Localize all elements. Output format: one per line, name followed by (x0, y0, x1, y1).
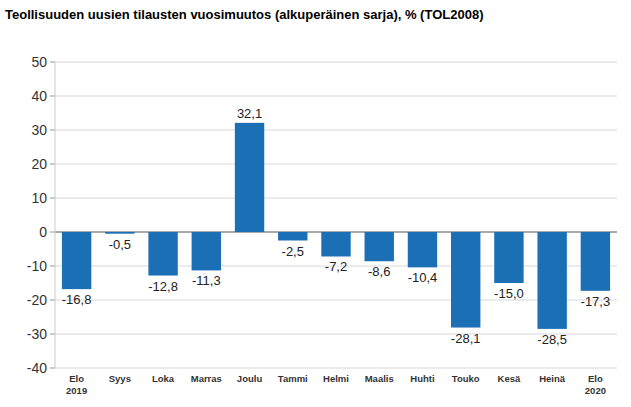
category-label-line: Helmi (323, 373, 349, 384)
tick-mark (50, 266, 55, 267)
data-label: -11,3 (192, 273, 221, 288)
grid-line (55, 198, 617, 199)
data-label: -8,6 (368, 264, 390, 279)
data-label: -12,8 (148, 279, 178, 294)
data-label: -15,0 (494, 286, 524, 301)
data-label: 32,1 (237, 106, 262, 121)
grid (55, 62, 617, 368)
tick-label: 0 (39, 224, 47, 240)
category-label-line: Joulu (237, 373, 263, 384)
bar (278, 232, 307, 241)
tick-mark (50, 96, 55, 97)
grid-line (55, 368, 617, 369)
grid-line (55, 62, 617, 63)
title: Teollisuuden uusien tilausten vuosimuuto… (5, 7, 483, 22)
category-label: Kesä (498, 373, 521, 384)
bar (537, 232, 566, 329)
category-label-line: Huhti (410, 373, 434, 384)
chart: Teollisuuden uusien tilausten vuosimuuto… (0, 0, 631, 407)
bar (235, 123, 264, 232)
data-label: -7,2 (325, 259, 347, 274)
tick-label: 40 (31, 88, 47, 104)
tick-mark (50, 164, 55, 165)
bar (365, 232, 394, 261)
tick-label: 30 (31, 122, 47, 138)
tick-label: 50 (31, 54, 47, 70)
tick-mark (50, 198, 55, 199)
category-label-line: 2020 (585, 385, 606, 396)
category-label: Loka (152, 373, 175, 384)
tick-mark (50, 300, 55, 301)
bar (148, 232, 177, 276)
data-label: -28,1 (451, 331, 481, 346)
category-label-line: Heinä (539, 373, 566, 384)
tick-mark (50, 334, 55, 335)
category-label-line: Maalis (365, 373, 394, 384)
category-label: Elo2019 (66, 373, 87, 396)
tick-label: -40 (27, 360, 47, 376)
category-label: Tammi (278, 373, 308, 384)
tick-mark (50, 232, 55, 233)
tick-mark (50, 368, 55, 369)
category-label-line: Marras (191, 373, 222, 384)
tick-label: -30 (27, 326, 47, 342)
tick-label: -20 (27, 292, 47, 308)
bars (62, 123, 610, 329)
bar (62, 232, 91, 289)
category-label-line: Tammi (278, 373, 308, 384)
tick-mark (50, 62, 55, 63)
bar (451, 232, 480, 328)
tick-label: 20 (31, 156, 47, 172)
tick-mark (50, 130, 55, 131)
data-label: -17,3 (581, 294, 611, 309)
category-label: Maalis (365, 373, 394, 384)
category-label: Elo2020 (585, 373, 606, 396)
bar (321, 232, 350, 256)
category-label: Helmi (323, 373, 349, 384)
category-label: Touko (452, 373, 480, 384)
category-label: Marras (191, 373, 222, 384)
category-label-line: Syys (109, 373, 131, 384)
category-label-line: Elo (588, 373, 603, 384)
grid-line (55, 96, 617, 97)
grid-line (55, 164, 617, 165)
category-label: Huhti (410, 373, 434, 384)
y-axis-line (55, 62, 56, 368)
category-label-line: Loka (152, 373, 175, 384)
grid-line (55, 300, 617, 301)
bar (105, 232, 134, 234)
category-label-line: Touko (452, 373, 480, 384)
tick-label: 10 (31, 190, 47, 206)
data-label: -10,4 (408, 270, 438, 285)
category-label: Heinä (539, 373, 566, 384)
bar (192, 232, 221, 270)
data-label: -28,5 (537, 332, 567, 347)
data-label: -2,5 (282, 244, 304, 259)
category-label-line: 2019 (66, 385, 87, 396)
data-label: -0,5 (109, 237, 131, 252)
tick-label: -10 (27, 258, 47, 274)
grid-line (55, 130, 617, 131)
data-label: -16,8 (62, 292, 92, 307)
bar (494, 232, 523, 283)
grid-line (55, 334, 617, 335)
category-label: Syys (109, 373, 131, 384)
category-label: Joulu (237, 373, 263, 384)
bar (408, 232, 437, 267)
bar (581, 232, 610, 291)
category-label-line: Kesä (498, 373, 521, 384)
category-label-line: Elo (69, 373, 84, 384)
